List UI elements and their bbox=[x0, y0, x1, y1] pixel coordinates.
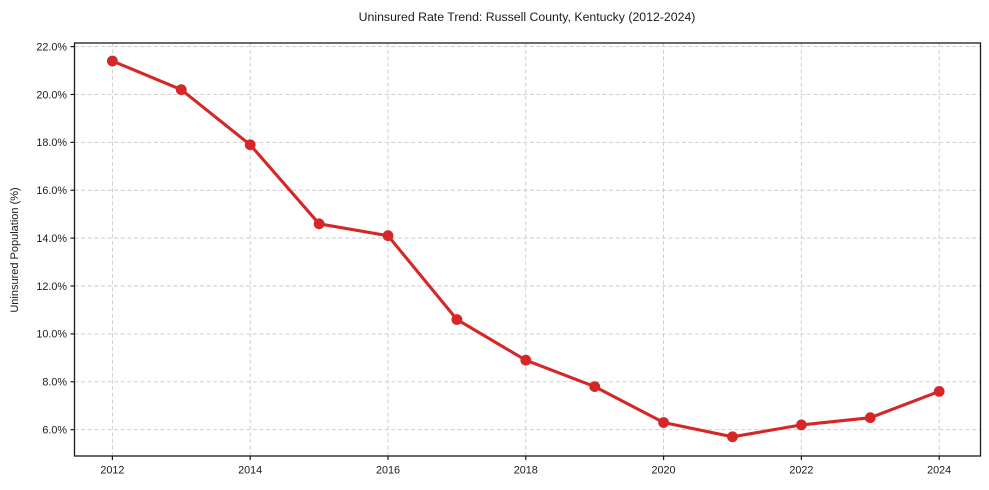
data-point-2017 bbox=[451, 314, 463, 325]
data-point-2012 bbox=[107, 55, 118, 67]
x-tick-label: 2022 bbox=[789, 465, 813, 477]
data-series-layer bbox=[107, 55, 945, 443]
data-point-2021 bbox=[727, 431, 738, 443]
data-point-2022 bbox=[796, 419, 807, 431]
data-point-2015 bbox=[313, 218, 325, 230]
plot-border bbox=[73, 42, 982, 457]
axes-layer: 2012 2014 2016 2018 2020 2022 2024 6.0% 8.0% 10.0… bbox=[36, 41, 982, 477]
x-tick-label: 2020 bbox=[652, 465, 676, 477]
x-tick-label: 2014 bbox=[238, 465, 262, 477]
y-axis-label: Uninsured Population (%) bbox=[9, 187, 21, 312]
x-tick-label: 2016 bbox=[376, 465, 400, 477]
y-tick-label: 6.0% bbox=[42, 424, 67, 436]
data-point-2016 bbox=[382, 230, 394, 242]
x-tick-label: 2012 bbox=[100, 465, 124, 477]
y-tick-label: 20.0% bbox=[36, 89, 67, 101]
data-point-2018 bbox=[520, 354, 532, 366]
data-point-2020 bbox=[658, 417, 669, 428]
y-tick-label: 18.0% bbox=[36, 137, 67, 149]
y-tick-label: 22.0% bbox=[36, 41, 67, 53]
y-tick-label: 12.0% bbox=[36, 281, 67, 293]
y-tick-label: 10.0% bbox=[36, 329, 67, 341]
data-point-2024 bbox=[933, 386, 945, 397]
x-tick-label: 2018 bbox=[514, 465, 538, 477]
gridlines-layer bbox=[74, 43, 981, 456]
data-point-2023 bbox=[864, 412, 876, 424]
data-point-2013 bbox=[175, 84, 187, 96]
x-tick-label: 2024 bbox=[927, 465, 951, 477]
data-point-2014 bbox=[244, 139, 256, 151]
y-tick-label: 16.0% bbox=[36, 185, 67, 197]
y-tick-label: 8.0% bbox=[42, 377, 67, 389]
data-point-2019 bbox=[589, 381, 601, 392]
y-tick-label: 14.0% bbox=[36, 233, 67, 245]
chart-title: Uninsured Rate Trend: Russell County, Ke… bbox=[359, 10, 696, 24]
